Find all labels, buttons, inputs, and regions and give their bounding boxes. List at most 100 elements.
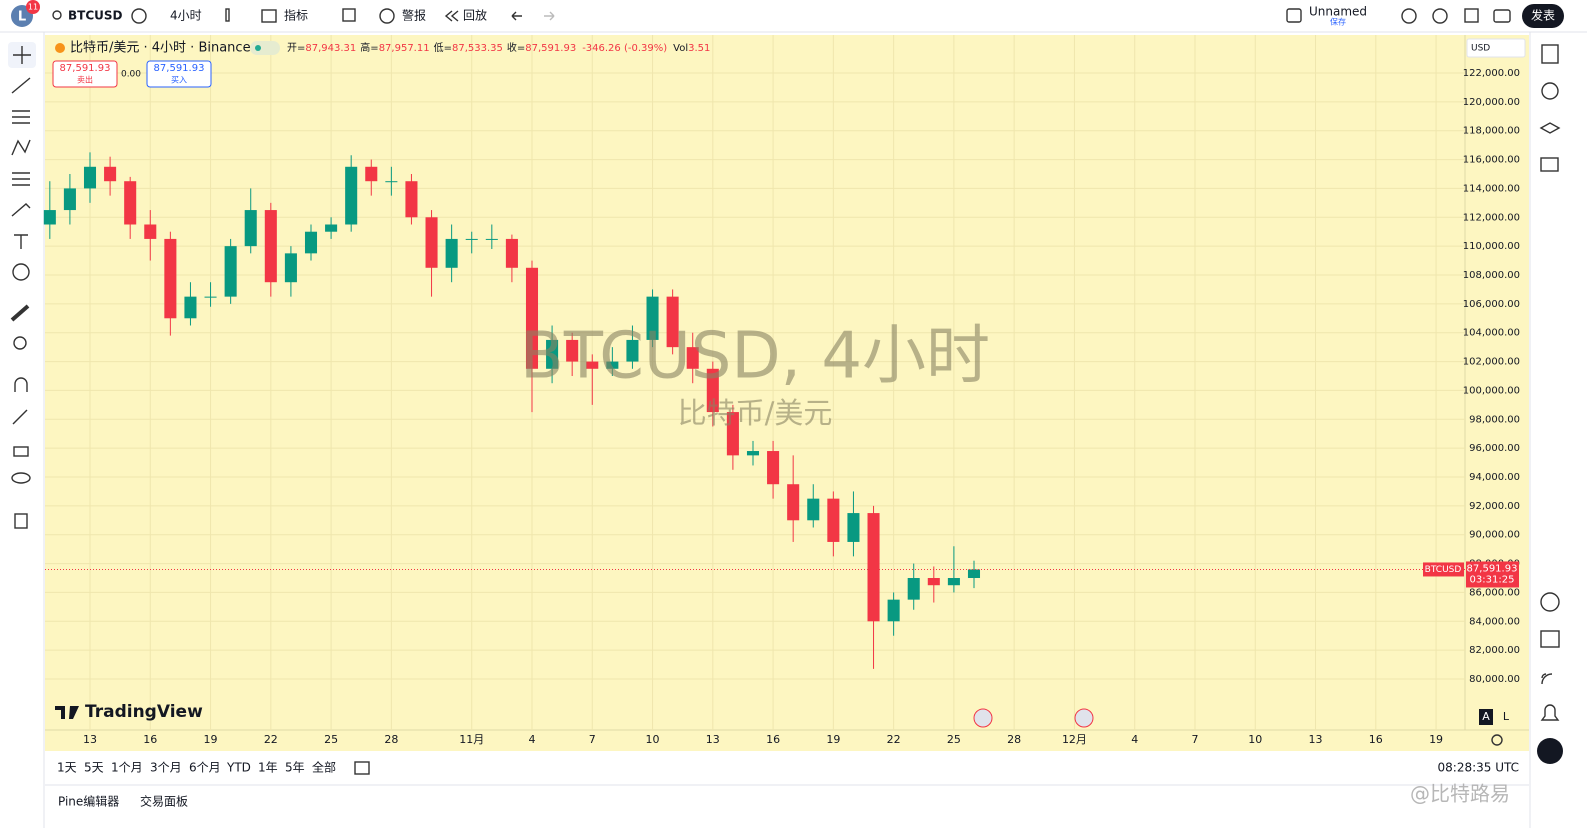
snapshot-icon[interactable] xyxy=(1493,9,1511,23)
zoom-icon[interactable] xyxy=(13,336,27,350)
date-range-icon[interactable] xyxy=(354,761,370,775)
range-button[interactable]: YTD xyxy=(226,761,251,775)
add-icon[interactable] xyxy=(131,8,147,24)
value: 87,533.35 xyxy=(452,43,503,54)
target-icon[interactable] xyxy=(1540,592,1560,612)
top-bar xyxy=(0,0,1587,32)
candle-body xyxy=(304,231,318,254)
candle-body xyxy=(807,498,820,521)
candle-icon[interactable] xyxy=(225,8,230,22)
candle-body xyxy=(445,238,458,268)
range-button[interactable]: 1个月 xyxy=(111,761,143,775)
alerts[interactable]: 警报 xyxy=(402,8,426,23)
currency-select[interactable] xyxy=(1466,38,1526,58)
layout-icon[interactable] xyxy=(1286,8,1302,23)
status-dot xyxy=(255,45,261,51)
y-tick-label: 106,000.00 xyxy=(1463,299,1520,310)
x-tick-label: 12月 xyxy=(1062,733,1087,746)
tab[interactable]: Pine编辑器 xyxy=(58,794,119,809)
y-tick-label: 100,000.00 xyxy=(1463,385,1520,396)
label: 低= xyxy=(434,41,452,54)
log-scale[interactable]: L xyxy=(1503,710,1510,723)
publish: 发表 xyxy=(1531,8,1555,23)
candle-body xyxy=(184,296,197,319)
candle-body xyxy=(264,210,277,283)
right-sidebar xyxy=(1537,44,1563,764)
alerts-panel-icon[interactable] xyxy=(1541,82,1559,100)
range-button[interactable]: 1天 xyxy=(57,761,77,775)
x-tick-label: 22 xyxy=(887,733,901,746)
range-button[interactable]: 3个月 xyxy=(150,761,182,775)
layout-name[interactable]: Unnamed xyxy=(1309,5,1367,19)
forecast-icon[interactable] xyxy=(12,172,30,186)
spread: 0.00 xyxy=(121,70,141,80)
candle-body xyxy=(144,224,157,239)
candle-body xyxy=(425,217,438,268)
calendar-icon[interactable] xyxy=(1540,630,1560,648)
publish-button[interactable] xyxy=(1522,4,1564,28)
quick-search-icon[interactable] xyxy=(1401,8,1417,24)
sell-price: 87,591.93 xyxy=(60,63,111,74)
candle-body xyxy=(746,451,760,456)
range-button[interactable]: 全部 xyxy=(312,760,336,775)
feed-icon[interactable] xyxy=(1541,673,1553,685)
axis-settings-icon[interactable] xyxy=(1491,734,1503,746)
fullscreen-icon[interactable] xyxy=(1464,8,1479,23)
x-tick-label: 16 xyxy=(143,733,157,746)
magnet-icon[interactable] xyxy=(14,377,28,392)
text-icon[interactable] xyxy=(14,234,28,249)
candle-body xyxy=(646,296,659,340)
lock-icon[interactable] xyxy=(13,446,29,457)
eye-icon[interactable] xyxy=(11,472,31,484)
y-tick-label: 116,000.00 xyxy=(1463,155,1520,166)
bell-icon[interactable] xyxy=(1540,704,1560,721)
candle-body xyxy=(686,347,699,369)
pattern-icon[interactable] xyxy=(11,139,31,156)
x-tick-label: 4 xyxy=(528,733,535,746)
range-button[interactable]: 1年 xyxy=(258,761,278,775)
settings-icon[interactable] xyxy=(1432,8,1448,24)
range-button[interactable]: 5年 xyxy=(285,761,305,775)
y-tick-label: 92,000.00 xyxy=(1469,501,1520,512)
label: 开= xyxy=(287,43,305,54)
replay[interactable]: 回放 xyxy=(463,8,487,23)
label: 高= xyxy=(360,41,378,54)
range-button[interactable]: 6个月 xyxy=(189,761,221,775)
candle-body xyxy=(83,166,97,189)
range-button[interactable]: 5天 xyxy=(84,761,104,775)
trash-icon[interactable] xyxy=(14,513,28,529)
apps-button[interactable] xyxy=(1537,738,1563,764)
y-tick-label: 104,000.00 xyxy=(1463,328,1520,339)
candle-body xyxy=(164,238,177,319)
line-icon[interactable] xyxy=(11,77,31,94)
candle-body xyxy=(244,210,257,247)
chat-icon[interactable] xyxy=(1540,157,1559,172)
emoji-icon[interactable] xyxy=(12,263,30,281)
value: 87,591.93 xyxy=(525,43,576,54)
redo-icon[interactable] xyxy=(544,11,555,21)
logo-mark xyxy=(55,706,79,719)
candle-body xyxy=(867,513,880,622)
watchlist-icon[interactable] xyxy=(1541,44,1559,64)
y-tick-label: 94,000.00 xyxy=(1469,472,1520,483)
crosshair-icon xyxy=(13,46,31,64)
event-marker[interactable] xyxy=(1074,708,1094,728)
brush-icon[interactable] xyxy=(11,203,31,217)
indicators[interactable]: 指标 xyxy=(284,8,308,23)
undo-icon[interactable] xyxy=(511,11,522,21)
auto-scale-button[interactable] xyxy=(1479,709,1493,725)
event-marker[interactable] xyxy=(973,708,993,728)
candle-body xyxy=(284,253,297,283)
layers-icon[interactable] xyxy=(1539,122,1561,134)
candle-body xyxy=(907,578,920,600)
tab[interactable]: 交易面板 xyxy=(140,794,188,809)
symbol[interactable]: BTCUSD xyxy=(68,9,123,23)
candle-body xyxy=(947,578,960,586)
interval[interactable]: 4小时 xyxy=(170,9,202,23)
buy-button[interactable] xyxy=(146,60,212,88)
draw-mode-icon[interactable] xyxy=(12,409,28,425)
sell-button[interactable] xyxy=(52,60,118,88)
ruler-icon[interactable] xyxy=(10,304,30,322)
fib-icon[interactable] xyxy=(12,110,30,124)
templates-icon[interactable] xyxy=(342,8,356,22)
